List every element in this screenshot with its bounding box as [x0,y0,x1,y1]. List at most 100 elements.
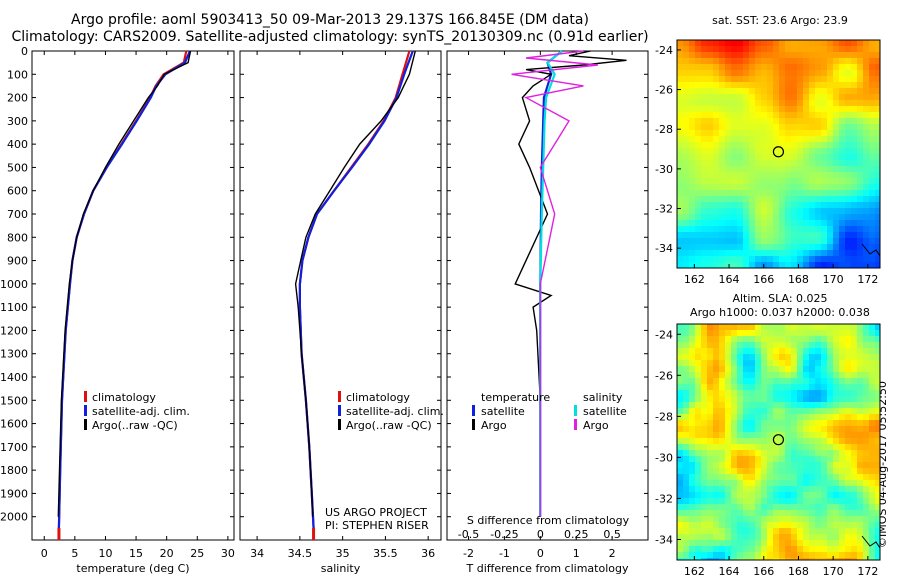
map-cell [767,540,773,546]
map-cell [875,112,880,118]
map-cell [731,552,737,558]
map-cell [761,118,767,124]
map-cell [743,232,749,238]
map-cell [875,330,880,336]
map-cell [695,88,701,94]
map-cell [707,166,713,172]
map-cell [815,468,821,474]
map-cell [719,88,725,94]
map-cell [851,46,857,52]
map-cell [869,142,875,148]
map-cell [791,154,797,160]
map-cell [779,540,785,546]
map-cell [797,226,803,232]
map-cell [845,76,851,82]
map-cell [725,112,731,118]
map-cell [767,516,773,522]
map-cell [821,220,827,226]
map-cell [755,154,761,160]
map-cell [875,384,880,390]
map-cell [851,396,857,402]
map-cell [779,384,785,390]
map-cell [749,504,755,510]
map-cell [815,82,821,88]
map-cell [683,232,689,238]
map-cell [863,64,869,70]
map-cell [701,426,707,432]
map-cell [803,226,809,232]
map-cell [767,136,773,142]
map-cell [767,190,773,196]
map-cell [749,480,755,486]
map-cell [803,366,809,372]
map-cell [827,178,833,184]
map-cell [761,190,767,196]
map-cell [773,106,779,112]
map-cell [725,106,731,112]
map-cell [743,528,749,534]
map-cell [725,474,731,480]
map-cell [755,498,761,504]
map-cell [869,46,875,52]
map-cell [767,238,773,244]
map-cell [683,426,689,432]
map-cell [701,498,707,504]
map-cell [785,492,791,498]
map-cell [797,540,803,546]
map-cell [839,492,845,498]
map-cell [833,330,839,336]
map-cell [749,552,755,558]
map-cell [797,390,803,396]
map-cell [761,378,767,384]
map-cell [803,40,809,46]
map-cell [713,558,719,560]
map-cell [791,124,797,130]
map-cell [773,64,779,70]
map-cell [689,432,695,438]
map-cell [713,360,719,366]
map-cell [683,468,689,474]
map-cell [713,438,719,444]
map-cell [797,354,803,360]
map-cell [839,336,845,342]
map-cell [743,330,749,336]
map-cell [749,184,755,190]
map-cell [809,76,815,82]
map-cell [683,354,689,360]
map-cell [809,160,815,166]
map-cell [725,480,731,486]
map-cell [863,450,869,456]
map-cell [785,528,791,534]
map-cell [701,232,707,238]
map-cell [821,244,827,250]
map-cell [743,124,749,130]
map-cell [785,244,791,250]
map-cell [707,250,713,256]
map-cell [695,522,701,528]
map-cell [707,414,713,420]
map-cell [803,426,809,432]
map-cell [857,40,863,46]
map-cell [719,124,725,130]
map-cell [683,106,689,112]
map-cell [863,118,869,124]
map-cell [731,336,737,342]
map-cell [791,190,797,196]
map-cell [761,172,767,178]
map-cell [821,250,827,256]
map-cell [833,354,839,360]
map-cell [719,462,725,468]
map-cell [725,148,731,154]
map-cell [713,528,719,534]
map-cell [743,456,749,462]
map-cell [779,474,785,480]
map-cell [869,528,875,534]
x-tick-label: 20 [160,547,174,560]
map-cell [683,324,689,330]
map-cell [785,378,791,384]
map-cell [809,94,815,100]
map-cell [683,244,689,250]
map-cell [707,214,713,220]
map-cell [701,354,707,360]
map-cell [815,94,821,100]
